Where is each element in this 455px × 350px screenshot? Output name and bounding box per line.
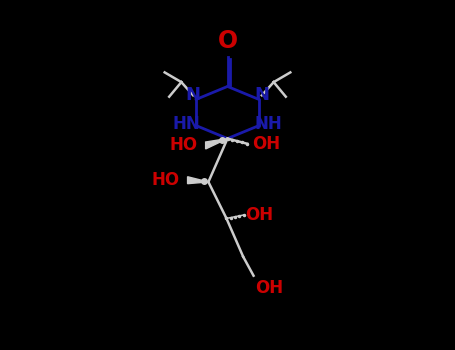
Polygon shape [187,177,208,184]
Text: OH: OH [246,206,273,224]
Text: OH: OH [252,135,280,153]
Text: HO: HO [151,171,179,189]
Text: N: N [186,86,201,104]
Text: HN: HN [172,115,200,133]
Text: N: N [254,86,269,104]
Text: HO: HO [169,136,197,154]
Text: OH: OH [255,279,283,297]
Text: O: O [217,29,238,53]
Text: NH: NH [255,115,283,133]
Polygon shape [206,139,228,149]
